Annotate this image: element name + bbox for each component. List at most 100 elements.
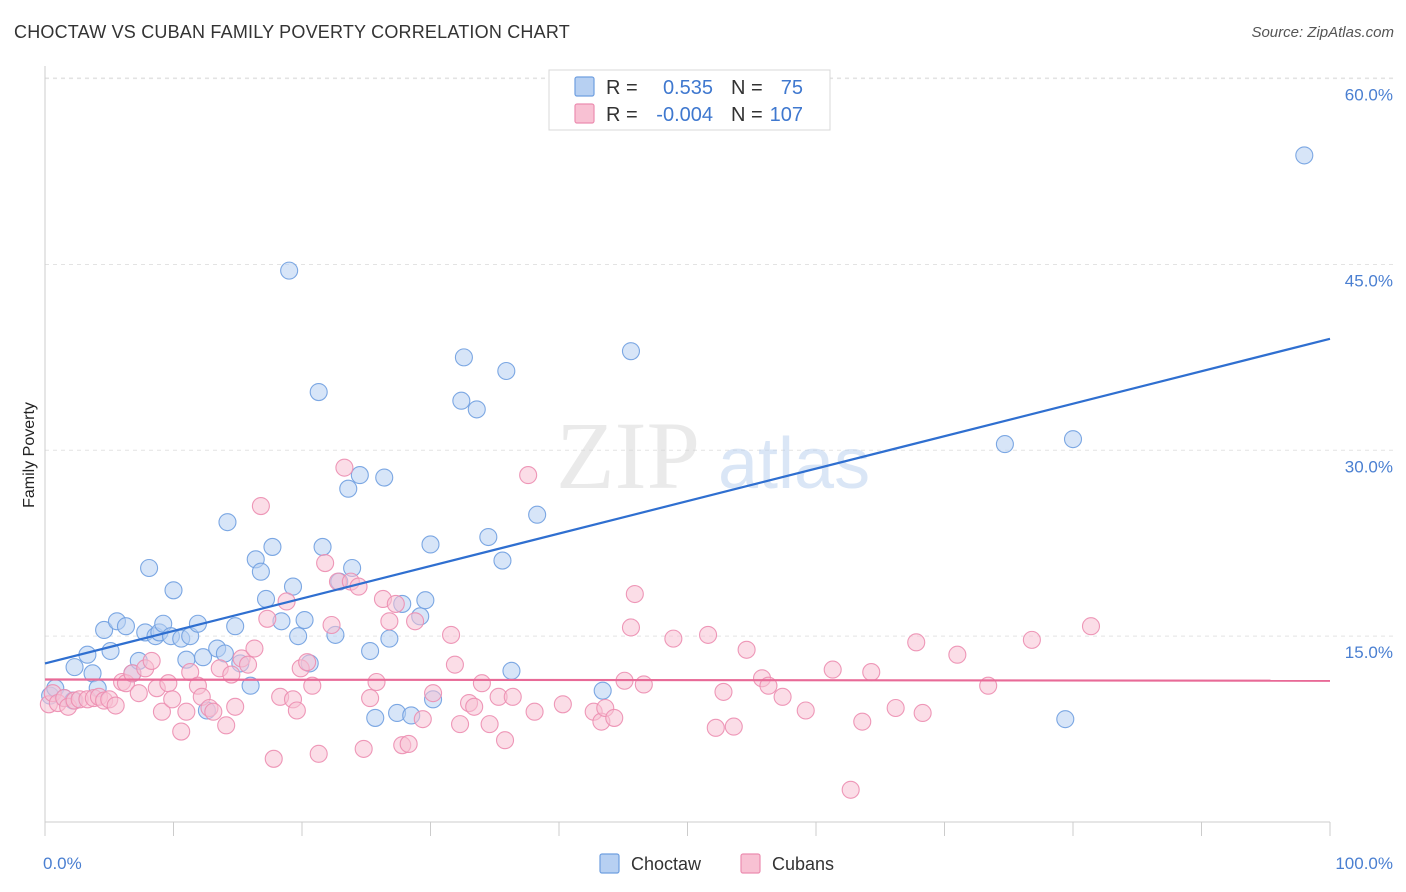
choctaw-point — [1295, 146, 1314, 165]
legend-r-value-cubans: -0.004 — [656, 104, 713, 126]
cubans-point — [948, 645, 967, 664]
x-tick-label-max: 100.0% — [1335, 854, 1393, 873]
cubans-point — [913, 703, 932, 723]
bottom-legend-swatch-cubans — [740, 853, 761, 874]
choctaw-point — [339, 479, 358, 498]
legend-n-value-cubans: 107 — [770, 104, 803, 126]
cubans-point — [129, 684, 148, 703]
y-tick-label: 15.0% — [1345, 643, 1393, 662]
cubans-point — [172, 722, 191, 741]
cubans-point — [625, 584, 644, 604]
bottom-legend-label-choctaw: Choctaw — [631, 854, 702, 874]
legend-swatch-cubans — [574, 103, 595, 124]
cubans-point — [251, 496, 270, 516]
choctaw-point — [251, 562, 270, 581]
choctaw-point — [452, 391, 471, 410]
cubans-point — [495, 731, 515, 750]
legend-n-value-choctaw: 75 — [781, 77, 803, 99]
choctaw-point — [416, 591, 435, 610]
choctaw-point — [116, 617, 136, 636]
choctaw-point — [95, 620, 114, 640]
y-tick-label: 60.0% — [1345, 86, 1393, 105]
choctaw-point — [140, 558, 159, 578]
cubans-point — [309, 744, 328, 763]
cubans-point — [399, 734, 418, 753]
cubans-point — [706, 718, 725, 737]
cubans-point — [773, 687, 792, 706]
cubans-points — [39, 458, 1101, 799]
cubans-point — [152, 702, 171, 721]
choctaw-point — [479, 527, 498, 547]
cubans-point — [238, 655, 258, 674]
cubans-point — [699, 625, 718, 644]
cubans-point — [367, 672, 386, 692]
cubans-point — [287, 701, 306, 720]
cubans-point — [217, 716, 236, 735]
choctaw-point — [164, 581, 183, 600]
choctaw-point — [256, 589, 276, 609]
cubans-point — [1081, 617, 1101, 636]
cubans-point — [159, 674, 178, 693]
watermark: ZIP atlas — [556, 402, 870, 509]
choctaw-point — [361, 641, 380, 661]
cubans-point — [841, 780, 860, 799]
cubans-point — [264, 749, 283, 768]
choctaw-point — [380, 629, 399, 648]
watermark-zip: ZIP — [556, 402, 700, 509]
cubans-point — [442, 625, 461, 644]
trend-lines — [44, 337, 1331, 682]
legend-r-value-choctaw: 0.535 — [663, 77, 713, 99]
cubans-point — [177, 702, 196, 721]
series-legend: Choctaw Cubans — [599, 853, 834, 874]
cubans-point — [226, 697, 245, 716]
cubans-trend-line — [44, 678, 1331, 682]
cubans-point — [386, 594, 405, 613]
cubans-point — [759, 676, 778, 695]
legend-n-label-cubans: N = — [731, 104, 763, 126]
cubans-point — [445, 655, 464, 674]
cubans-point — [245, 639, 264, 658]
cubans-point — [621, 618, 641, 637]
choctaw-point — [194, 648, 213, 667]
choctaw-point — [366, 708, 385, 727]
choctaw-point — [1063, 430, 1083, 449]
axes — [44, 66, 1331, 836]
legend-r-label-cubans: R = — [606, 104, 638, 126]
legend-swatch-choctaw — [574, 76, 595, 97]
cubans-point — [907, 633, 926, 652]
cubans-point — [424, 684, 443, 703]
cubans-point — [553, 695, 572, 714]
cubans-point — [451, 715, 470, 734]
choctaw-point — [226, 617, 245, 636]
correlation-legend: R = 0.535 N = 75 R = -0.004 N = 107 — [548, 69, 831, 131]
watermark-atlas: atlas — [718, 424, 870, 504]
cubans-point — [354, 739, 373, 758]
cubans-point — [322, 615, 341, 635]
cubans-point — [862, 663, 881, 682]
choctaw-point — [241, 676, 260, 695]
legend-n-label-choctaw: N = — [731, 77, 763, 99]
choctaw-point — [454, 348, 473, 367]
choctaw-point — [295, 610, 314, 630]
choctaw-point — [995, 435, 1014, 454]
choctaw-point — [350, 466, 369, 485]
cubans-point — [406, 612, 425, 631]
choctaw-point — [263, 537, 282, 556]
cubans-point — [796, 701, 815, 720]
choctaw-point — [493, 551, 512, 570]
choctaw-point — [497, 361, 516, 381]
choctaw-point — [1056, 710, 1075, 729]
cubans-point — [472, 674, 491, 693]
choctaw-point — [309, 383, 328, 402]
source-credit: Source: ZipAtlas.com — [1251, 24, 1394, 41]
cubans-point — [303, 676, 322, 695]
choctaw-point — [528, 505, 547, 524]
cubans-point — [823, 660, 842, 679]
choctaw-point — [289, 627, 308, 646]
tick-labels: 15.0% 30.0% 45.0% 60.0% 0.0% 100.0% — [43, 86, 1393, 873]
x-tick-label-min: 0.0% — [43, 854, 82, 873]
cubans-point — [525, 702, 544, 721]
choctaw-point — [280, 261, 299, 280]
cubans-point — [204, 702, 223, 721]
